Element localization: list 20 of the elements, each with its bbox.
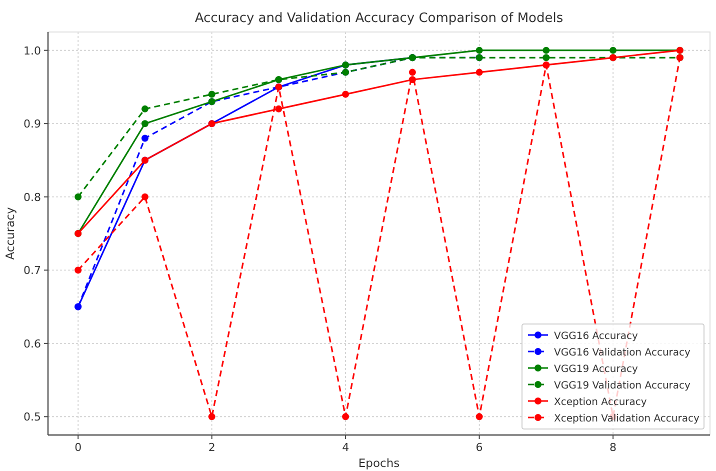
x-tick-label: 0	[74, 441, 82, 454]
x-tick-label: 2	[208, 441, 216, 454]
y-tick-label: 1.0	[24, 44, 41, 58]
legend-label: Xception Accuracy	[554, 397, 647, 408]
y-tick-label: 0.9	[24, 118, 41, 131]
legend-label: Xception Validation Accuracy	[554, 414, 700, 424]
x-axis-title: Epochs	[358, 456, 400, 470]
legend-label: VGG19 Accuracy	[554, 364, 638, 375]
chart-title: Accuracy and Validation Accuracy Comparison of Models	[194, 11, 564, 26]
x-tick-label: 4	[342, 441, 350, 454]
x-tick-label: 8	[610, 441, 617, 454]
legend-label: VGG19 Validation Accuracy	[554, 380, 691, 392]
legend-label: VGG16 Validation Accuracy	[554, 348, 691, 358]
legend-label: VGG16 Accuracy	[554, 331, 638, 342]
y-tick-label: 0.8	[24, 190, 41, 204]
y-tick-label: 0.7	[24, 264, 41, 278]
y-tick-label: 0.6	[24, 337, 41, 350]
y-tick-label: 0.5	[24, 410, 41, 424]
y-axis-title: Accuracy	[3, 207, 17, 260]
x-tick-label: 6	[476, 441, 483, 454]
